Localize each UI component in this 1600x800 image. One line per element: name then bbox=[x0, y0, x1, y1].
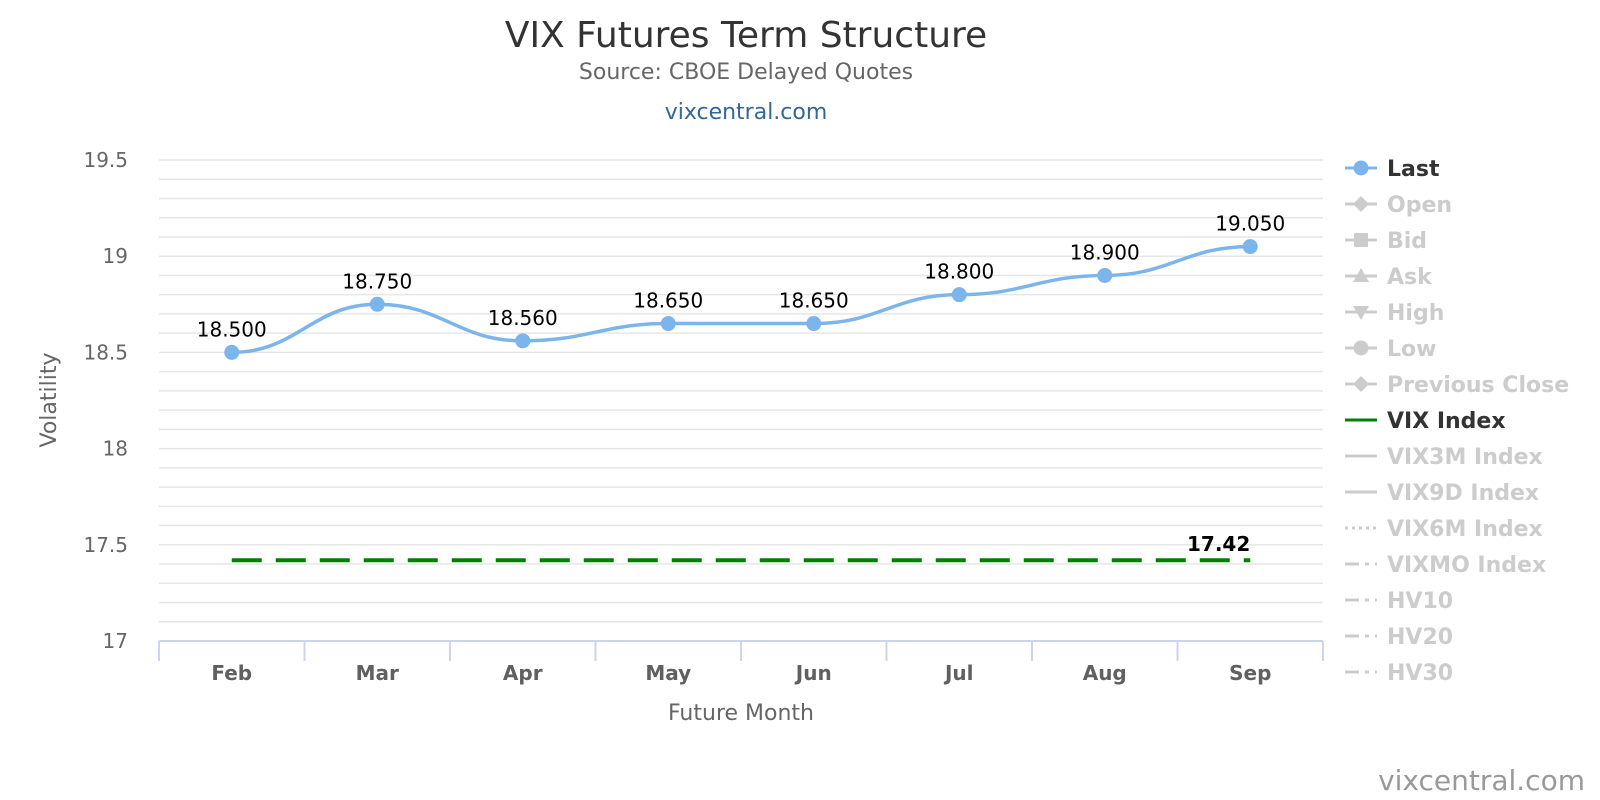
series-line-last bbox=[231, 244, 1251, 355]
y-tick-label: 19.5 bbox=[83, 148, 128, 172]
credit-text[interactable]: vixcentral.com bbox=[1378, 764, 1585, 797]
legend-label: Open bbox=[1387, 193, 1452, 218]
legend-label: Bid bbox=[1387, 229, 1427, 254]
legend-item-low[interactable]: Low bbox=[1345, 337, 1436, 362]
y-axis: 17 17.5 18 18.5 19 19.5 bbox=[83, 148, 128, 653]
legend-item-vix-index[interactable]: VIX Index bbox=[1345, 409, 1506, 434]
legend-label: VIXMO Index bbox=[1387, 553, 1546, 578]
y-tick-label: 18.5 bbox=[83, 340, 128, 364]
legend-marker-triangle-down bbox=[1353, 306, 1369, 320]
legend-item-ask[interactable]: Ask bbox=[1345, 265, 1433, 290]
legend-item-bid[interactable]: Bid bbox=[1345, 229, 1427, 254]
x-tick-label: Feb bbox=[211, 661, 252, 685]
legend-label: Previous Close bbox=[1387, 373, 1569, 398]
data-label-last: 18.500 bbox=[197, 317, 267, 341]
legend-item-hv20[interactable]: HV20 bbox=[1345, 625, 1453, 650]
chart-subtitle: Source: CBOE Delayed Quotes bbox=[579, 60, 913, 85]
data-label-last: 18.560 bbox=[488, 306, 558, 330]
y-tick-label: 18 bbox=[103, 437, 128, 461]
data-point-last[interactable] bbox=[224, 344, 240, 360]
data-point-last[interactable] bbox=[806, 316, 822, 332]
legend-marker-square bbox=[1354, 233, 1368, 247]
data-label-last: 18.650 bbox=[633, 289, 703, 313]
y-axis-title: Volatility bbox=[37, 352, 62, 447]
data-point-last[interactable] bbox=[369, 296, 385, 312]
legend-item-hv10[interactable]: HV10 bbox=[1345, 589, 1453, 614]
legend-item-high[interactable]: High bbox=[1345, 301, 1444, 326]
y-tick-label: 19 bbox=[103, 244, 128, 268]
x-tick-label: Aug bbox=[1083, 661, 1127, 685]
x-axis: Feb Mar Apr May Jun Jul Aug Sep bbox=[158, 640, 1324, 685]
x-tick-label: Mar bbox=[356, 661, 399, 685]
legend-label: Ask bbox=[1387, 265, 1433, 290]
data-label-last: 18.800 bbox=[924, 260, 994, 284]
legend-label: High bbox=[1387, 301, 1444, 326]
x-tick-label: May bbox=[645, 661, 691, 685]
legend-marker-diamond bbox=[1353, 376, 1369, 392]
legend-label: VIX9D Index bbox=[1387, 481, 1539, 506]
source-link[interactable]: vixcentral.com bbox=[665, 100, 828, 125]
legend-item-vix3m-index[interactable]: VIX3M Index bbox=[1345, 445, 1543, 470]
x-tick-label: Jun bbox=[794, 661, 832, 685]
legend[interactable]: Last Open Bid Ask High Low Previous Close VIX I… bbox=[1345, 157, 1569, 686]
legend-label: HV30 bbox=[1387, 661, 1453, 686]
data-point-last[interactable] bbox=[515, 333, 531, 349]
data-point-last[interactable] bbox=[1097, 267, 1113, 283]
data-label-last: 18.900 bbox=[1070, 240, 1140, 264]
legend-item-vix6m-index[interactable]: VIX6M Index bbox=[1345, 517, 1543, 542]
legend-label: Last bbox=[1387, 157, 1440, 182]
plot-series: 17.42 18.500 18.750 18.560 18.650 18.650 18.80… bbox=[197, 212, 1285, 563]
data-label-last: 18.750 bbox=[342, 269, 412, 293]
x-tick-label: Jul bbox=[943, 661, 974, 685]
x-tick-label: Sep bbox=[1229, 661, 1271, 685]
data-point-last[interactable] bbox=[660, 316, 676, 332]
x-tick-label: Apr bbox=[503, 661, 543, 685]
data-label-last: 19.050 bbox=[1215, 212, 1285, 236]
legend-label: HV10 bbox=[1387, 589, 1453, 614]
data-label-vix-index: 17.42 bbox=[1187, 532, 1250, 556]
legend-label: VIX6M Index bbox=[1387, 517, 1543, 542]
legend-label: Low bbox=[1387, 337, 1436, 362]
legend-item-vix9d-index[interactable]: VIX9D Index bbox=[1345, 481, 1539, 506]
legend-marker-circle bbox=[1353, 340, 1369, 356]
chart-title: VIX Futures Term Structure bbox=[505, 15, 987, 56]
legend-label: VIX Index bbox=[1387, 409, 1506, 434]
data-label-last: 18.650 bbox=[779, 289, 849, 313]
legend-item-hv30[interactable]: HV30 bbox=[1345, 661, 1453, 686]
legend-label: VIX3M Index bbox=[1387, 445, 1543, 470]
x-axis-title: Future Month bbox=[668, 701, 814, 726]
legend-marker-triangle bbox=[1353, 268, 1369, 282]
legend-marker-diamond bbox=[1353, 196, 1369, 212]
legend-item-previous-close[interactable]: Previous Close bbox=[1345, 373, 1569, 398]
data-point-last[interactable] bbox=[951, 287, 967, 303]
legend-label: HV20 bbox=[1387, 625, 1453, 650]
legend-item-vixmo-index[interactable]: VIXMO Index bbox=[1345, 553, 1546, 578]
legend-item-last[interactable]: Last bbox=[1345, 157, 1440, 182]
gridlines bbox=[159, 159, 1323, 642]
y-tick-label: 17 bbox=[103, 629, 128, 653]
data-point-last[interactable] bbox=[1242, 239, 1258, 255]
legend-marker-circle bbox=[1353, 160, 1369, 176]
y-tick-label: 17.5 bbox=[83, 533, 128, 557]
legend-item-open[interactable]: Open bbox=[1345, 193, 1452, 218]
